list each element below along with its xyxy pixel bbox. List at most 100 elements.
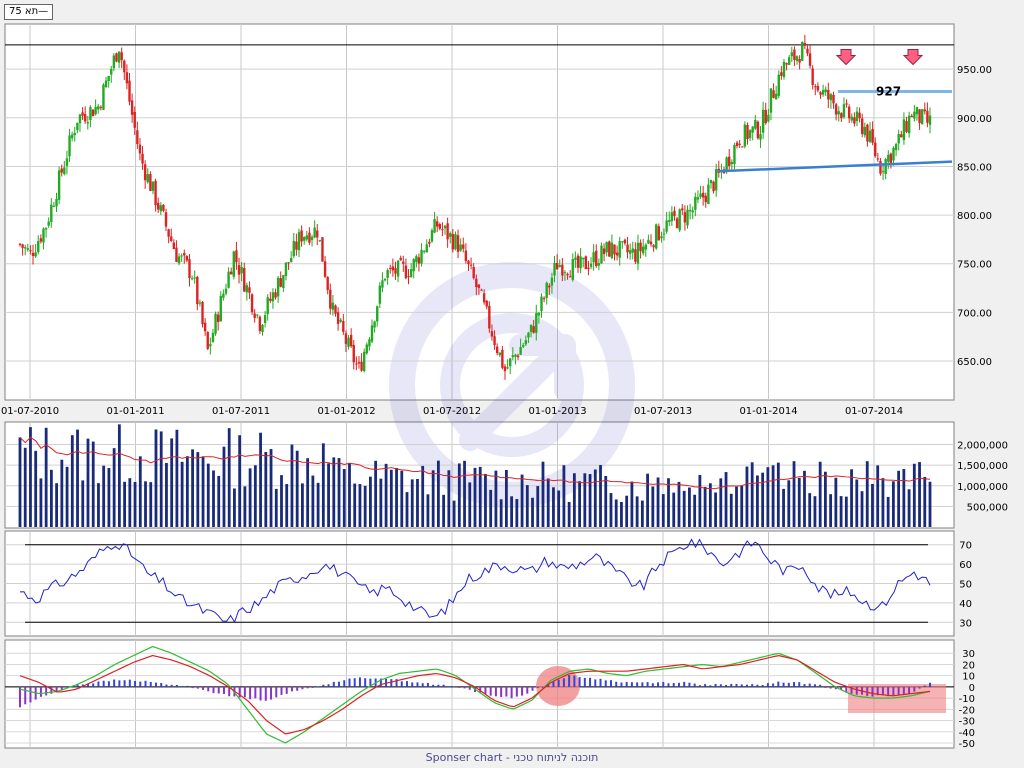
candle xyxy=(913,104,916,122)
volume-bar xyxy=(677,481,681,527)
volume-bar xyxy=(452,500,456,527)
volume-bar xyxy=(478,466,482,527)
candle xyxy=(149,171,152,192)
candle xyxy=(686,205,689,229)
candle xyxy=(764,102,767,125)
candle xyxy=(245,282,249,301)
candle xyxy=(206,331,209,351)
candle xyxy=(433,211,436,234)
candle xyxy=(73,126,76,142)
candle xyxy=(866,123,869,147)
candle xyxy=(370,319,374,344)
candle xyxy=(592,244,595,271)
candlestick-series xyxy=(18,34,932,380)
candle xyxy=(811,65,814,90)
candle xyxy=(180,253,183,262)
volume-bar xyxy=(891,481,895,527)
candle xyxy=(428,238,431,248)
volume-bar xyxy=(369,476,372,527)
candle xyxy=(282,275,285,292)
candle xyxy=(767,108,770,123)
candle xyxy=(926,102,929,128)
candle xyxy=(806,45,809,57)
candle xyxy=(357,356,361,369)
candle xyxy=(37,235,40,255)
candle xyxy=(907,111,911,138)
candle xyxy=(42,227,45,250)
candle xyxy=(469,257,473,270)
volume-bar xyxy=(625,495,629,527)
candle xyxy=(70,131,74,142)
macd-tick-label: -50 xyxy=(959,739,975,750)
volume-bar xyxy=(23,447,27,527)
candle xyxy=(336,307,340,331)
candle xyxy=(743,121,747,149)
candle xyxy=(391,258,395,277)
candle xyxy=(297,228,301,258)
candle xyxy=(918,108,921,130)
volume-bar xyxy=(91,441,95,527)
candle xyxy=(417,253,421,272)
candle xyxy=(761,101,765,139)
volume-bar xyxy=(49,469,53,527)
candle xyxy=(579,248,582,274)
candle xyxy=(688,203,692,220)
candle xyxy=(889,152,893,169)
volume-bar xyxy=(379,478,383,527)
volume-bar xyxy=(243,486,247,527)
candle xyxy=(141,146,144,170)
candle xyxy=(660,231,663,243)
candle xyxy=(759,125,762,148)
volume-bar xyxy=(175,429,179,527)
volume-bar xyxy=(374,460,378,527)
candle xyxy=(177,253,181,266)
volume-bar xyxy=(301,483,304,527)
candle xyxy=(597,258,601,271)
candle xyxy=(394,261,397,280)
date-tick-label: 01-07-2014 xyxy=(845,406,903,417)
candle xyxy=(34,243,37,259)
candle xyxy=(540,293,543,318)
macd-tick-label: 0 xyxy=(969,683,975,694)
volume-bar xyxy=(473,467,477,527)
volume-bar xyxy=(112,448,116,527)
volume-bar xyxy=(410,479,414,527)
candle xyxy=(555,254,559,270)
candle xyxy=(435,216,439,233)
volume-bar xyxy=(60,459,64,527)
volume-bar xyxy=(117,424,121,527)
candle xyxy=(550,272,554,294)
candle xyxy=(44,227,48,238)
candle xyxy=(641,238,645,256)
volume-bar xyxy=(165,463,168,527)
volume-bar xyxy=(525,485,529,527)
candle xyxy=(618,236,621,266)
candle xyxy=(443,224,447,235)
volume-bar xyxy=(29,427,32,527)
volume-bar xyxy=(729,493,733,527)
volume-bar xyxy=(170,438,174,527)
candle xyxy=(232,250,236,280)
candle xyxy=(482,289,486,305)
candle xyxy=(548,283,551,295)
volume-bar xyxy=(844,496,848,527)
candle xyxy=(279,271,282,288)
watermark-logo xyxy=(389,262,635,508)
candle xyxy=(216,311,220,331)
candle xyxy=(652,243,655,252)
volume-bar xyxy=(494,470,498,527)
candle xyxy=(310,234,314,247)
candle xyxy=(449,231,452,244)
volume-bar xyxy=(865,461,869,527)
volume-bar xyxy=(803,470,806,527)
volume-bar xyxy=(499,499,503,527)
candle xyxy=(847,104,851,123)
candle xyxy=(256,313,259,319)
volume-bar xyxy=(238,435,242,527)
volume-bar xyxy=(834,477,838,527)
volume-bar xyxy=(133,481,137,527)
candle xyxy=(595,244,598,268)
candle xyxy=(537,311,541,324)
candle xyxy=(670,206,674,227)
